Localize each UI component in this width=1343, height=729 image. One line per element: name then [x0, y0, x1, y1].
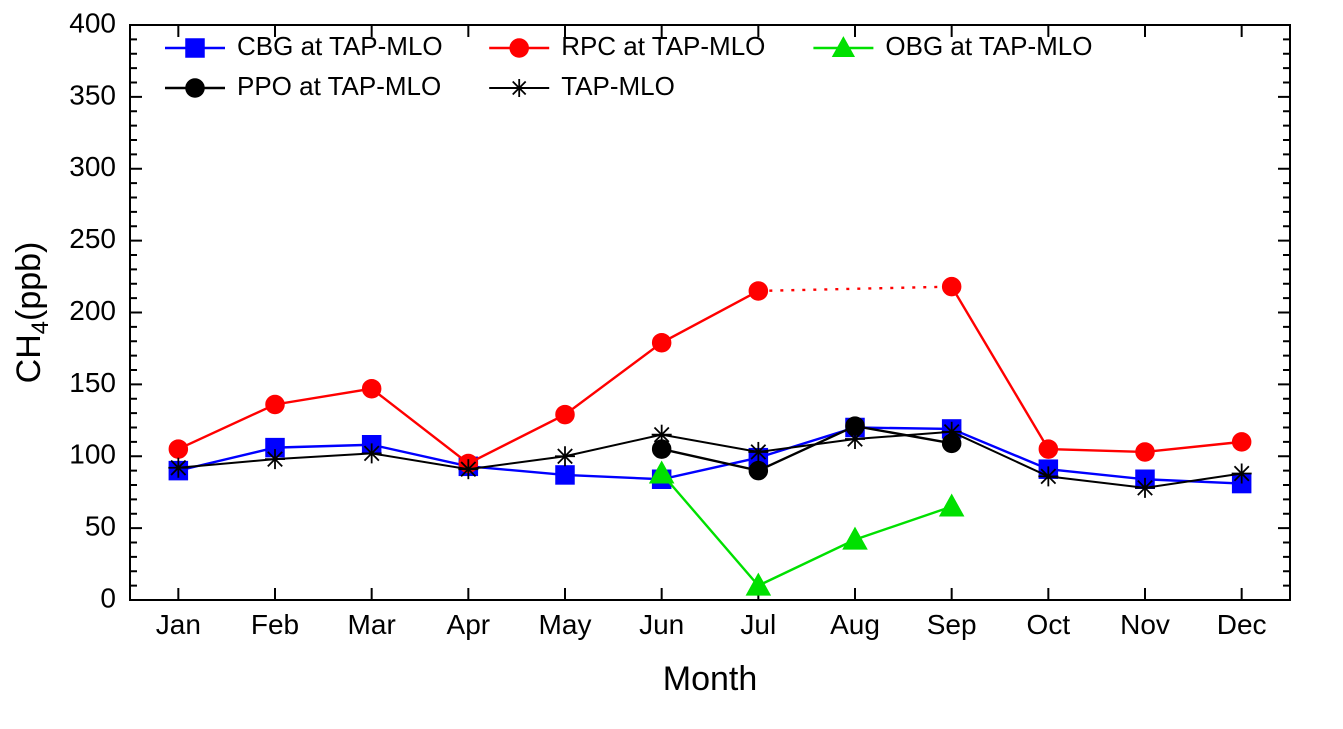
legend-label: TAP-MLO [561, 71, 675, 101]
x-tick-label: May [539, 609, 592, 640]
legend-label: RPC at TAP-MLO [561, 31, 765, 61]
x-tick-label: Feb [251, 609, 299, 640]
line-chart: 0 50 100 150 200 250 300 350 400 CH4(ppb) Jan Feb Ma… [0, 0, 1343, 729]
y-tick-label: 0 [100, 582, 116, 613]
x-tick-label: Aug [830, 609, 880, 640]
legend-label: OBG at TAP-MLO [885, 31, 1092, 61]
x-axis-title: Month [663, 660, 758, 698]
y-tick-label: 300 [69, 151, 116, 182]
y-axis-title: CH4(ppb) [10, 242, 54, 384]
legend: CBG at TAP-MLO RPC at TAP-MLO OBG at TAP-M… [165, 31, 1092, 101]
y-tick-label: 250 [69, 223, 116, 254]
x-tick-label: Jul [740, 609, 776, 640]
legend-label: CBG at TAP-MLO [237, 31, 443, 61]
series-obg [650, 462, 963, 595]
plot-frame [130, 25, 1290, 600]
x-tick-label: Dec [1217, 609, 1267, 640]
y-tick-label: 150 [69, 367, 116, 398]
legend-label: PPO at TAP-MLO [237, 71, 441, 101]
x-tick-label: Oct [1027, 609, 1071, 640]
y-tick-label: 50 [85, 511, 116, 542]
y-tick-label: 200 [69, 295, 116, 326]
x-tick-label: Jan [156, 609, 201, 640]
x-tick-label: Jun [639, 609, 684, 640]
chart-container: 0 50 100 150 200 250 300 350 400 CH4(ppb) Jan Feb Ma… [0, 0, 1343, 729]
x-tick-label: Sep [927, 609, 977, 640]
y-tick-label: 400 [69, 7, 116, 38]
x-tick-label: Nov [1120, 609, 1170, 640]
x-tick-label: Mar [348, 609, 396, 640]
y-tick-label: 100 [69, 439, 116, 470]
x-tick-label: Apr [447, 609, 491, 640]
y-tick-label: 350 [69, 79, 116, 110]
